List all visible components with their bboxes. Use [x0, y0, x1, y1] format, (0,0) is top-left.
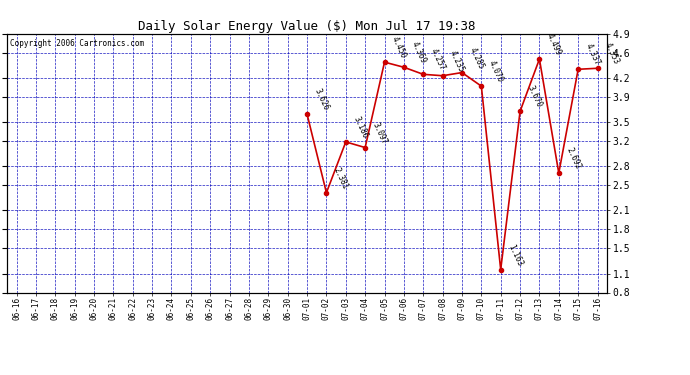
Text: 3.670: 3.670: [526, 84, 544, 109]
Title: Daily Solar Energy Value ($) Mon Jul 17 19:38: Daily Solar Energy Value ($) Mon Jul 17 …: [138, 20, 476, 33]
Text: 4.353: 4.353: [603, 41, 621, 66]
Text: 3.626: 3.626: [313, 87, 331, 112]
Text: 2.381: 2.381: [332, 166, 350, 190]
Text: 3.097: 3.097: [371, 121, 388, 146]
Text: 4.235: 4.235: [448, 49, 466, 74]
Text: 4.285: 4.285: [468, 46, 486, 70]
Text: 4.499: 4.499: [545, 32, 563, 57]
Text: Copyright 2006 Cartronics.com: Copyright 2006 Cartronics.com: [10, 39, 144, 48]
Text: 2.692: 2.692: [564, 146, 582, 171]
Text: 4.337: 4.337: [584, 42, 602, 67]
Text: 3.186: 3.186: [351, 115, 369, 140]
Text: 1.163: 1.163: [506, 243, 524, 267]
Text: 4.070: 4.070: [487, 59, 505, 84]
Text: 4.450: 4.450: [390, 35, 408, 60]
Text: 4.257: 4.257: [428, 47, 446, 72]
Text: 4.369: 4.369: [409, 40, 427, 65]
